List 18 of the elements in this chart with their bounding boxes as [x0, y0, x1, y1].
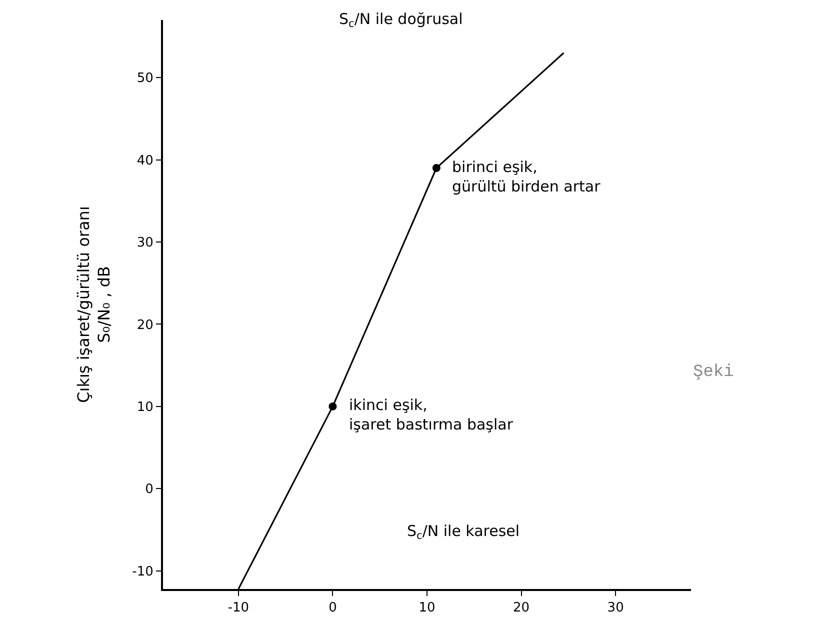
y-tick-label: 50: [136, 71, 154, 86]
y-tick-label: -10: [132, 564, 154, 580]
y-tick-label: 40: [136, 153, 154, 168]
x-tick-label: 30: [607, 600, 624, 616]
y-axis-title: Çıkış işaret/gürültü oranı S₀/N₀ , dB: [74, 206, 114, 403]
y-tick-label: 30: [136, 236, 154, 251]
annotation: ikinci eşik, işaret bastırma başlar: [349, 396, 514, 434]
annotation: S$_{c}$/N ile karesel: [407, 522, 520, 542]
y-tick-label: 10: [136, 400, 154, 416]
x-tick-label: -10: [228, 600, 250, 616]
annotation: birinci eşik, gürültü birden artar: [452, 158, 602, 196]
text: Şeki: [693, 363, 734, 382]
y-tick-label: 20: [136, 318, 154, 333]
x-tick-label: 10: [418, 600, 436, 616]
x-tick-label: 20: [513, 600, 530, 616]
y-tick-label: 0: [145, 482, 154, 498]
annotation: S$_{c}$/N ile doğrusal: [339, 10, 463, 30]
x-tick-label: 0: [328, 600, 337, 616]
